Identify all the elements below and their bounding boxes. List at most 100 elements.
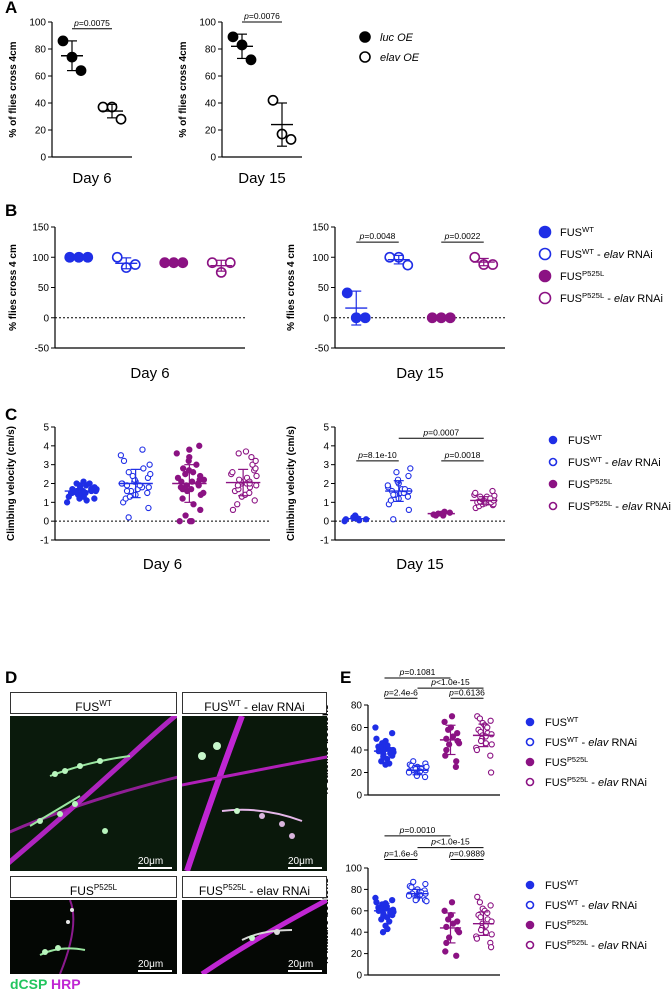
data-point-e2 — [488, 931, 495, 938]
data-point-c1 — [235, 450, 242, 457]
data-point-a2 — [245, 54, 257, 66]
stain-label: dCSP HRP — [10, 976, 81, 992]
data-point-c2 — [393, 469, 400, 476]
y-tick-label-c1: -1 — [40, 536, 49, 547]
data-point-c1 — [177, 484, 185, 491]
micro-title-fus-p525l: FUSP525L — [10, 876, 177, 898]
y-tick-label-c2: 3 — [323, 460, 329, 471]
legend-label-c: FUSWT - elav RNAi — [568, 455, 661, 469]
y-tick-label-a2: 0 — [210, 153, 216, 164]
data-point-c1 — [63, 499, 71, 506]
data-point-e1 — [448, 713, 456, 720]
y-tick-label-c1: 3 — [43, 460, 49, 471]
data-point-e2 — [378, 916, 385, 923]
data-point-c1 — [248, 453, 255, 461]
legend-marker-c — [548, 501, 558, 511]
y-tick-label-e2: 80 — [351, 885, 363, 896]
data-point-e2 — [441, 907, 448, 914]
data-point-e1 — [452, 763, 460, 771]
data-point-e2 — [448, 899, 456, 906]
data-point-c2 — [405, 472, 412, 480]
data-point-c1 — [246, 489, 253, 497]
data-point-c1 — [246, 480, 253, 487]
data-point-e2 — [422, 880, 429, 888]
data-point-e1 — [473, 746, 481, 754]
legend-marker-e1 — [525, 777, 535, 787]
x-axis-label-c2: Day 15 — [396, 556, 444, 573]
y-tick-label-a1: 80 — [35, 45, 47, 56]
p-value-b2: p=0.0022 — [444, 231, 481, 241]
data-point-b1 — [206, 257, 218, 269]
x-axis-label-a2: Day 15 — [238, 170, 286, 187]
stain-dcsp: dCSP — [10, 976, 48, 992]
data-point-b1 — [224, 257, 236, 269]
p-value-a2: p=0.0076 — [243, 11, 280, 21]
y-tick-label-a2: 80 — [205, 45, 217, 56]
panel-letter-b: B — [5, 201, 18, 220]
data-point-e2 — [455, 929, 463, 936]
data-point-e1 — [389, 752, 396, 759]
legend-marker-c — [548, 435, 558, 445]
legend-marker-b — [538, 291, 552, 305]
data-point-e1 — [423, 763, 430, 771]
legend-marker-e1 — [525, 757, 535, 767]
y-axis-label-b1: % flies cross 4 cm — [8, 244, 19, 331]
data-point-e1 — [373, 735, 380, 742]
data-point-e2 — [484, 909, 491, 917]
data-point-c2 — [472, 489, 479, 497]
data-point-c1 — [253, 482, 260, 489]
data-point-e1 — [382, 761, 389, 768]
data-point-e2 — [379, 929, 387, 936]
data-point-a1 — [57, 35, 69, 47]
data-point-e2 — [487, 902, 494, 909]
scale-bar: 20μm — [288, 959, 322, 972]
legend-label-e1: FUSP525L - elav RNAi — [545, 775, 647, 789]
y-tick-label-a1: 40 — [35, 99, 47, 110]
data-point-c1 — [126, 493, 134, 500]
legend-marker-c — [548, 457, 558, 467]
x-axis-label-c1: Day 6 — [143, 556, 182, 573]
data-point-c1 — [174, 474, 182, 481]
legend-label-b: FUSP525L — [560, 269, 605, 283]
y-tick-label-e2: 40 — [351, 928, 363, 939]
p-value-e2: p=0.0010 — [399, 825, 436, 835]
data-point-c1 — [193, 461, 200, 468]
data-point-c2 — [407, 465, 414, 472]
y-tick-label-c2: 2 — [323, 479, 329, 490]
data-point-b2 — [359, 312, 371, 324]
data-point-c1 — [179, 495, 186, 502]
data-point-c1 — [145, 504, 152, 512]
y-tick-label-a2: 60 — [205, 72, 217, 83]
legend-label-e2: FUSP525L - elav RNAi — [545, 938, 647, 952]
y-tick-label-b2: 100 — [312, 253, 329, 264]
data-point-e1 — [487, 717, 494, 724]
y-axis-label-a1: % of flies cross 4cm — [8, 41, 19, 137]
y-tick-label-c1: 5 — [43, 423, 49, 434]
legend-label-c: FUSP525L — [568, 477, 613, 491]
legend-marker-e1 — [525, 737, 535, 747]
data-point-b2 — [487, 259, 499, 270]
micro-title-fus-wt: FUSWT — [10, 692, 177, 714]
data-point-e1 — [488, 741, 495, 748]
legend-marker-a — [359, 51, 371, 63]
legend-label-e2: FUSWT — [545, 878, 579, 892]
data-point-e1 — [389, 729, 396, 737]
scale-bar: 20μm — [138, 856, 172, 869]
micro-image-fus-p525l-elav: 20μm — [182, 900, 327, 974]
legend-label-a: luc OE — [380, 32, 414, 44]
y-tick-label-e2: 60 — [351, 906, 363, 917]
data-point-c2 — [489, 487, 496, 495]
panel-letter-c: C — [5, 405, 18, 424]
data-point-e2 — [373, 899, 380, 906]
y-tick-label-e1: 0 — [356, 791, 362, 802]
data-point-e1 — [441, 718, 448, 726]
p-value-a1: p=0.0075 — [73, 18, 110, 28]
data-point-c1 — [229, 506, 237, 514]
data-point-c1 — [234, 501, 241, 508]
y-tick-label-b1: 100 — [32, 253, 49, 264]
legend-label-e2: FUSP525L — [545, 918, 588, 932]
legend-label-c: FUSP525L - elav RNAi — [568, 499, 671, 513]
data-point-c1 — [117, 452, 125, 459]
data-point-a1 — [75, 65, 87, 76]
data-point-c2 — [394, 476, 402, 483]
